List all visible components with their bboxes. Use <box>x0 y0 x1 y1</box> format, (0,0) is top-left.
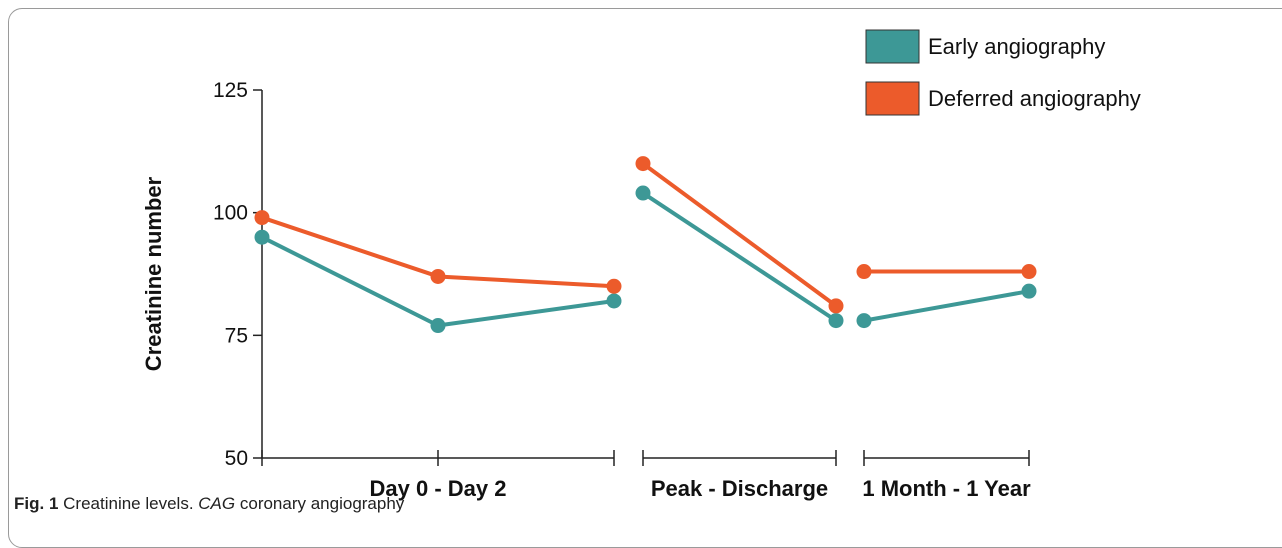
y-tick-label: 125 <box>213 79 248 102</box>
figure-caption: Fig. 1 Creatinine levels. CAG coronary a… <box>14 494 404 514</box>
creatinine-chart: 50 75 100 125 Creatinine number Day 0 - Day 2… <box>141 29 1141 501</box>
caption-fig-label: Fig. 1 <box>14 494 59 513</box>
series-line <box>863 289 1030 323</box>
legend-label: Deferred angiography <box>928 86 1141 111</box>
data-point <box>254 229 270 245</box>
x-group-label: Peak - Discharge <box>651 476 828 501</box>
y-axis-label: Creatinine number <box>141 176 166 371</box>
caption-abbr: CAG <box>198 494 236 513</box>
x-group-label: 1 Month - 1 Year <box>862 476 1031 501</box>
data-point <box>430 268 446 284</box>
data-point <box>828 298 844 314</box>
data-point <box>828 313 844 329</box>
legend-swatch <box>865 29 920 64</box>
data-point <box>635 185 651 201</box>
x-group-label: Day 0 - Day 2 <box>370 476 507 501</box>
data-point <box>1021 283 1037 299</box>
y-tick-label: 75 <box>225 324 248 347</box>
data-point <box>254 210 270 226</box>
data-point <box>606 293 622 309</box>
caption-rest: coronary angiography <box>239 494 405 513</box>
data-point <box>1021 264 1037 280</box>
caption-lead: Creatinine levels. <box>63 494 194 513</box>
data-point <box>856 313 872 329</box>
y-tick-label: 50 <box>225 447 248 470</box>
series-line <box>641 161 838 308</box>
y-tick-label: 100 <box>213 202 248 225</box>
data-point <box>635 156 651 172</box>
series-line <box>641 191 838 323</box>
data-point <box>606 278 622 294</box>
data-point <box>430 318 446 334</box>
legend-label: Early angiography <box>928 34 1105 59</box>
legend-swatch <box>865 81 920 116</box>
data-point <box>856 264 872 280</box>
